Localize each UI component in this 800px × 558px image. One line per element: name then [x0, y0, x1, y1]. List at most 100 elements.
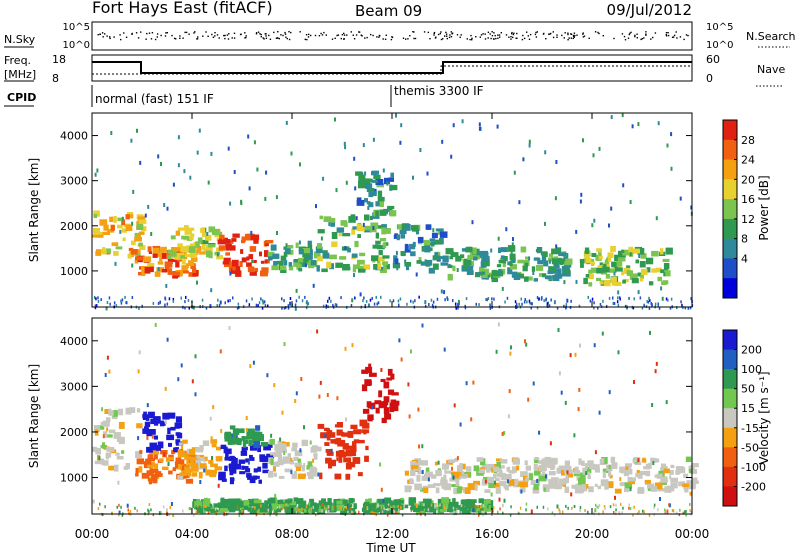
velocity-cell: [501, 432, 504, 436]
velocity-cell: [269, 503, 277, 511]
power-cell: [518, 302, 520, 306]
nsky-point: [146, 32, 148, 35]
velocity-cell: [386, 408, 390, 413]
velocity-cell: [179, 453, 188, 457]
velocity-cell: [398, 338, 401, 343]
power-cell: [137, 216, 146, 223]
velocity-cell: [679, 508, 681, 512]
power-cell: [463, 265, 468, 269]
velocity-cell: [553, 513, 556, 517]
velocity-cell: [493, 480, 496, 485]
velocity-cell: [170, 426, 176, 431]
power-cell: [355, 216, 358, 221]
power-cell: [523, 300, 526, 304]
nsky-point: [475, 36, 477, 38]
velocity-cell: [314, 503, 320, 509]
power-cell: [431, 243, 435, 247]
velocity-cell: [422, 498, 429, 504]
power-cell: [650, 301, 652, 305]
velocity-cell: [199, 480, 202, 484]
velocity-cell: [353, 439, 360, 444]
power-cell: [260, 297, 262, 301]
power-cell: [354, 296, 356, 300]
velocity-cell: [118, 503, 120, 507]
power-cell: [227, 299, 229, 303]
velocity-cell: [365, 366, 373, 374]
velocity-cell: [374, 400, 382, 405]
power-cell: [190, 252, 197, 258]
velocity-cell: [252, 360, 255, 365]
power-cell: [192, 263, 196, 270]
power-cell: [317, 256, 323, 262]
power-cell: [143, 256, 152, 263]
velocity-cell: [471, 499, 477, 503]
power-cell: [651, 268, 657, 273]
power-cell: [607, 252, 614, 258]
nsky-point: [505, 34, 508, 36]
power-cell: [102, 247, 106, 252]
velocity-cell: [307, 461, 313, 469]
velocity-cell: [277, 454, 282, 462]
power-cell: [177, 163, 180, 168]
power-cell: [510, 264, 517, 270]
velocity-cell: [425, 467, 430, 473]
velocity-cell: [436, 504, 438, 508]
power-cell: [141, 304, 143, 308]
velocity-cell: [147, 457, 155, 462]
velocity-cell: [471, 506, 480, 513]
velocity-cell: [309, 466, 316, 470]
power-cell: [613, 302, 616, 305]
nsky-point: [487, 37, 489, 39]
power-cell: [400, 234, 405, 239]
power-cell: [267, 254, 273, 261]
power-cell: [614, 267, 623, 272]
velocity-cell: [203, 465, 208, 473]
power-cell: [515, 302, 518, 306]
velocity-cell: [433, 483, 441, 487]
velocity-cell: [331, 459, 336, 467]
velocity-cell: [634, 461, 642, 465]
power-cell: [134, 259, 139, 264]
velocity-cell: [94, 460, 102, 465]
power-cell: [264, 260, 268, 264]
velocity-cell: [239, 471, 246, 475]
velocity-cell: [588, 486, 594, 493]
cpid-strip: CPID normal (fast) 151 IF themis 3300 IF: [4, 84, 484, 107]
velocity-cell: [98, 456, 101, 461]
velocity-cell: [163, 452, 166, 457]
velocity-cell: [249, 440, 253, 446]
nsky-point: [340, 37, 342, 40]
velocity-cell: [242, 443, 247, 448]
power-cell: [354, 186, 357, 191]
power-cell: [597, 306, 599, 310]
nsky-point: [188, 33, 190, 35]
power-cell: [434, 239, 442, 245]
velocity-colorbar-tick-label: -200: [741, 480, 766, 493]
power-cell: [157, 261, 164, 265]
velocity-cell: [542, 484, 550, 491]
velocity-cell: [548, 471, 556, 476]
velocity-cell: [342, 507, 345, 511]
nsky-point: [409, 35, 411, 37]
power-cell: [110, 131, 113, 135]
nsky-point: [148, 32, 151, 34]
power-cell: [250, 230, 253, 235]
power-cell: [679, 196, 682, 201]
power-colorbar-frame: [722, 119, 738, 299]
velocity-cell: [301, 507, 303, 511]
power-cell: [491, 297, 493, 301]
nsky-point: [602, 35, 604, 37]
power-cell: [496, 264, 502, 268]
velocity-cell: [578, 458, 582, 465]
velocity-cell: [581, 484, 587, 490]
velocity-cell: [378, 506, 383, 512]
velocity-cell: [280, 448, 286, 452]
power-cell: [261, 306, 264, 310]
nsky-point: [494, 34, 496, 37]
power-cell: [651, 250, 659, 257]
power-cell: [314, 251, 321, 259]
velocity-cell: [92, 499, 95, 504]
nsky-point: [570, 37, 572, 39]
